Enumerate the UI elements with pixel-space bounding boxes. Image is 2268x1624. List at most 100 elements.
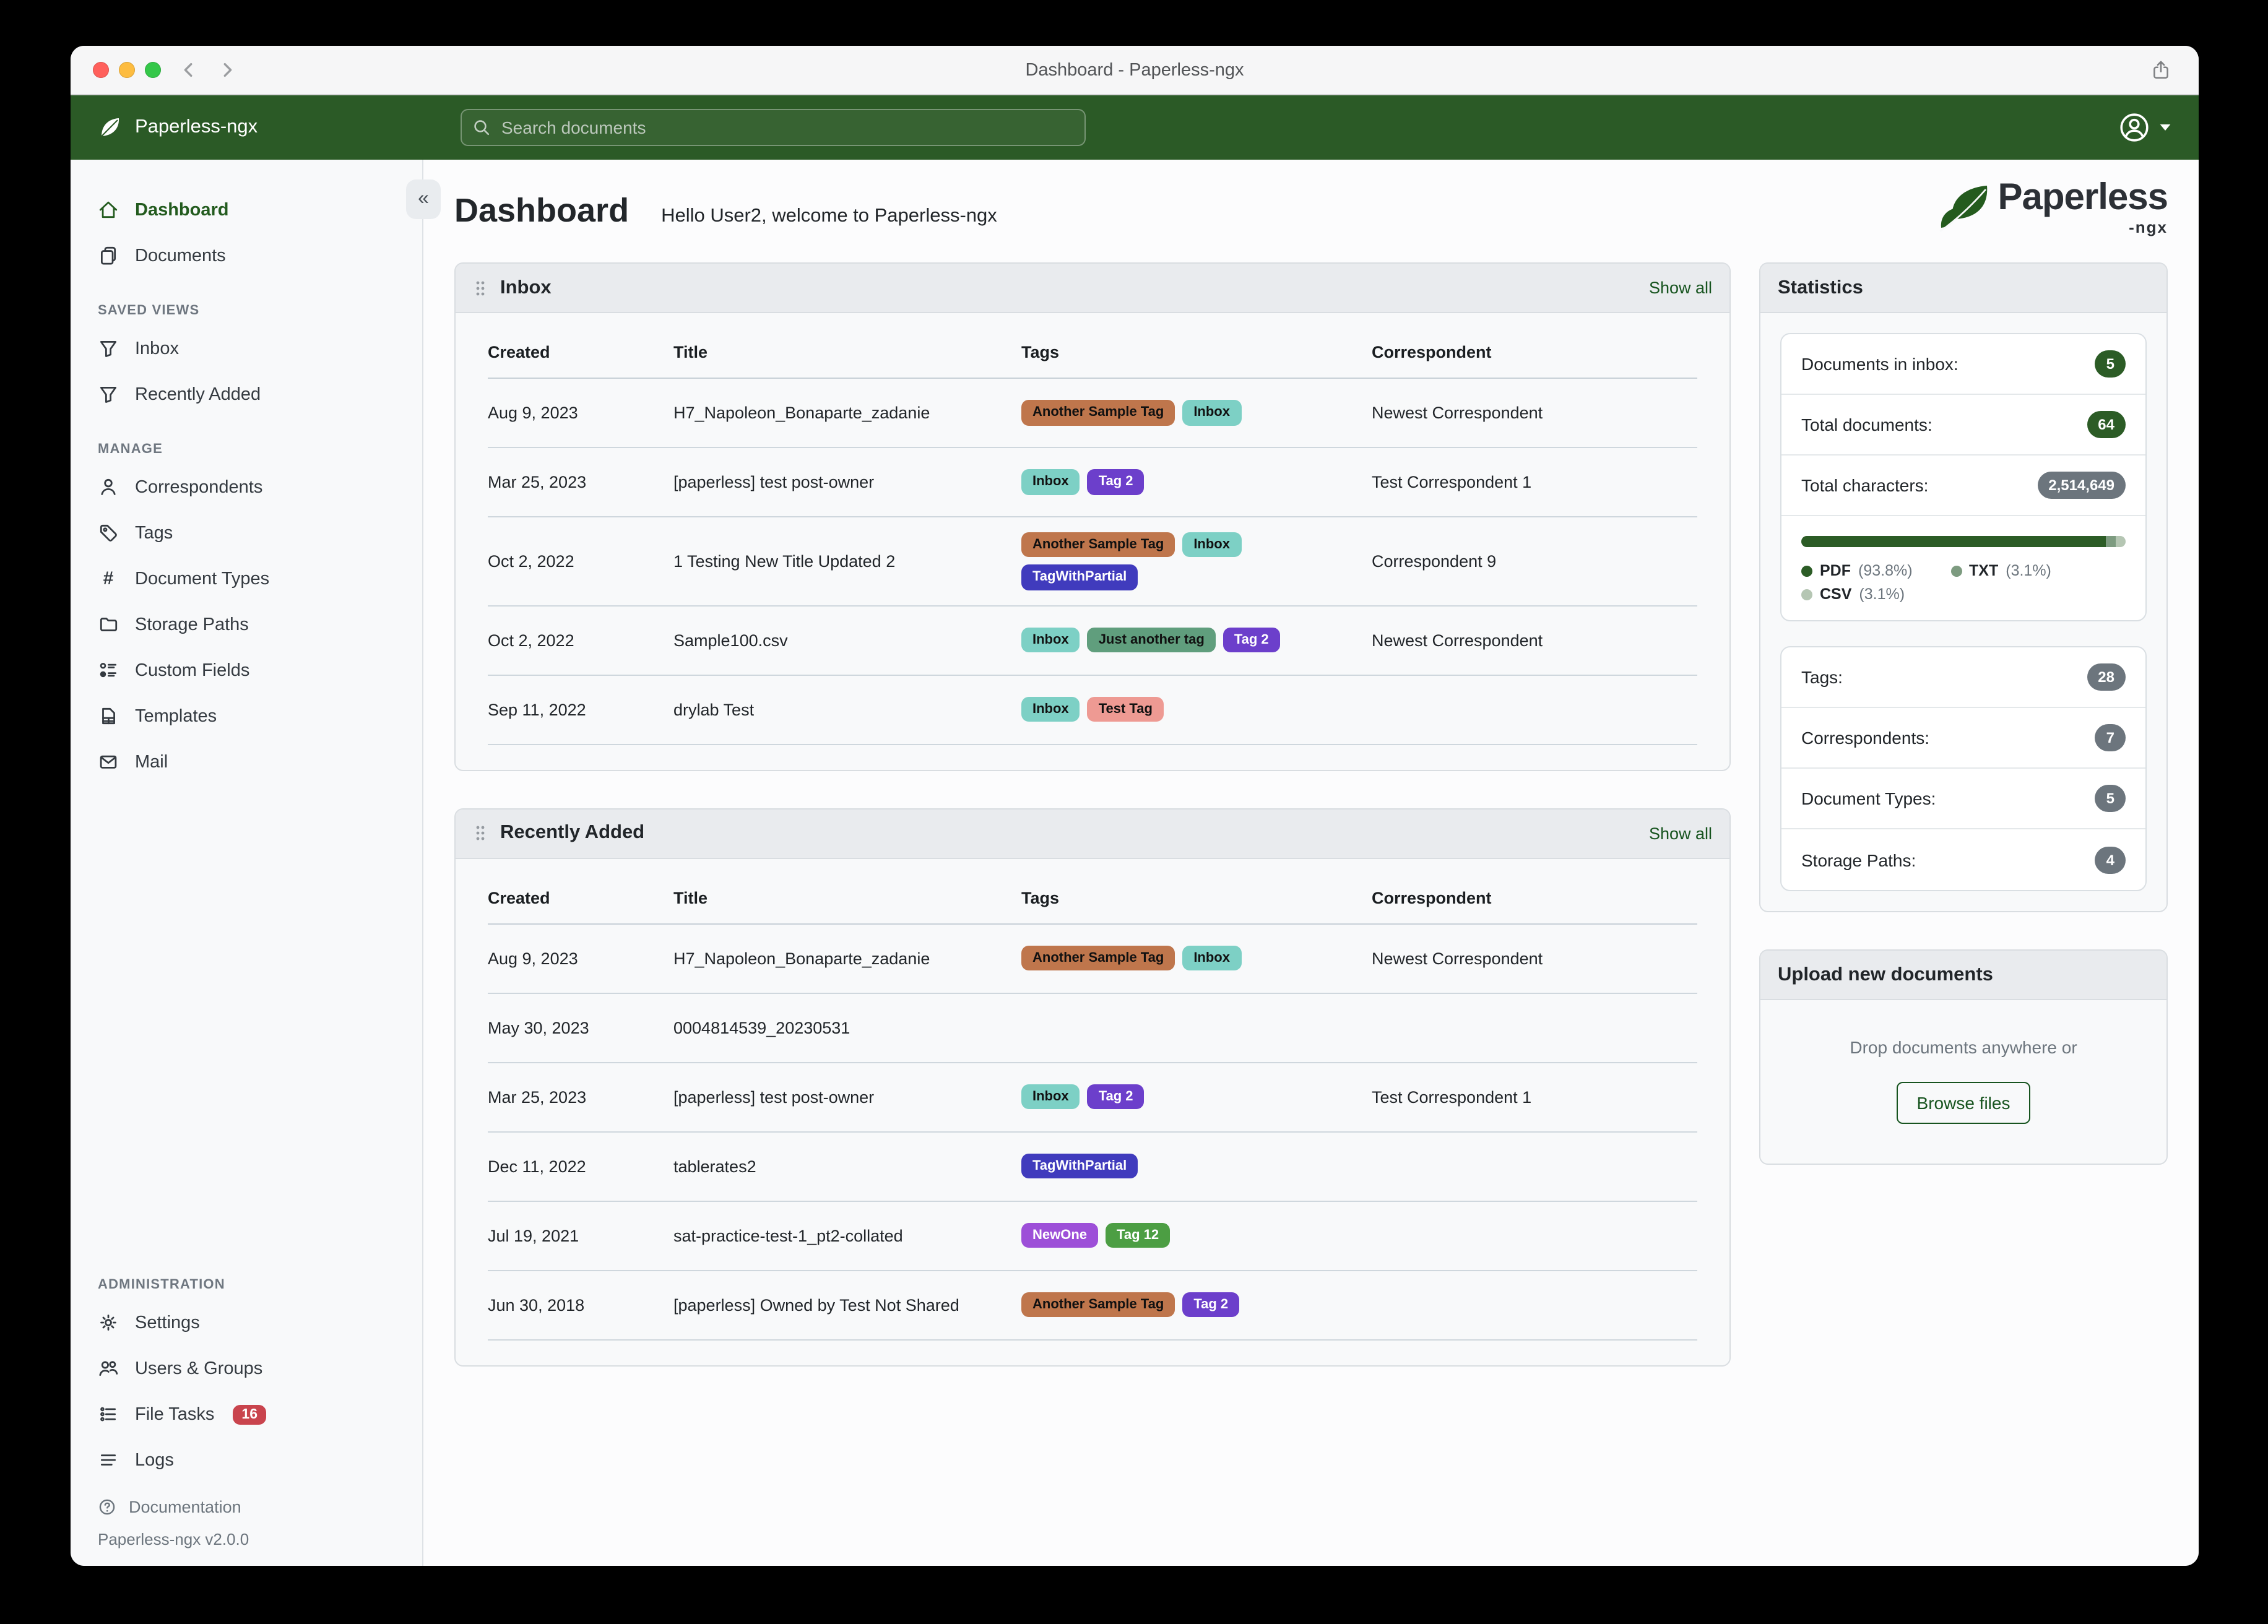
cell-title[interactable]: [paperless] test post-owner xyxy=(673,473,875,491)
gear-icon xyxy=(98,1312,119,1333)
minimize-window-button[interactable] xyxy=(119,62,135,78)
sidebar-item-recently-added[interactable]: Recently Added xyxy=(71,371,422,417)
tag-pill-another-sample-tag[interactable]: Another Sample Tag xyxy=(1021,945,1175,971)
tag-pill-tag-2[interactable]: Tag 2 xyxy=(1087,469,1145,495)
browse-files-button[interactable]: Browse files xyxy=(1897,1082,2030,1124)
sidebar-item-custom-fields[interactable]: Custom Fields xyxy=(71,647,422,693)
upload-dropzone[interactable]: Drop documents anywhere or Browse files xyxy=(1760,1000,2166,1164)
person-icon xyxy=(98,477,119,498)
tag-pill-just-another-tag[interactable]: Just another tag xyxy=(1087,627,1216,653)
tag-pill-another-sample-tag[interactable]: Another Sample Tag xyxy=(1021,1292,1175,1318)
column-header-created: Created xyxy=(488,343,550,361)
cell-correspondent[interactable]: Test Correspondent 1 xyxy=(1372,1087,1532,1107)
share-icon[interactable] xyxy=(2150,59,2171,80)
cell-tags: Inbox Tag 2 xyxy=(1021,1084,1372,1110)
tag-pill-inbox[interactable]: Inbox xyxy=(1182,945,1241,971)
cell-title[interactable]: Sample100.csv xyxy=(673,631,788,650)
tag-pill-inbox[interactable]: Inbox xyxy=(1021,469,1080,495)
upload-header: Upload new documents xyxy=(1760,951,2166,1000)
table-row[interactable]: Jul 19, 2021 sat-practice-test-1_pt2-coll… xyxy=(488,1201,1697,1271)
cell-correspondent[interactable]: Newest Correspondent xyxy=(1372,631,1543,650)
sidebar-item-label: Mail xyxy=(135,752,168,772)
sidebar-item-mail[interactable]: Mail xyxy=(71,739,422,785)
cell-title[interactable]: 1 Testing New Title Updated 2 xyxy=(673,551,896,571)
app-window: Dashboard - Paperless-ngx Paperless-ngx … xyxy=(71,46,2199,1566)
stat-value-badge: 4 xyxy=(2095,846,2126,873)
cell-correspondent[interactable]: Newest Correspondent xyxy=(1372,404,1543,422)
tag-pill-tag-12[interactable]: Tag 12 xyxy=(1106,1222,1171,1248)
tag-pill-inbox[interactable]: Inbox xyxy=(1021,696,1080,722)
tag-pill-test-tag[interactable]: Test Tag xyxy=(1087,696,1164,722)
logo-word: Paperless xyxy=(1997,177,2168,218)
table-row[interactable]: Mar 25, 2023 [paperless] test post-owner I… xyxy=(488,1063,1697,1133)
tag-pill-inbox[interactable]: Inbox xyxy=(1182,532,1241,558)
tag-pill-inbox[interactable]: Inbox xyxy=(1021,1084,1080,1110)
table-row[interactable]: Sep 11, 2022 drylab Test Inbox Test Tag xyxy=(488,675,1697,745)
sidebar-item-dashboard[interactable]: Dashboard xyxy=(71,187,422,233)
cell-correspondent[interactable]: Correspondent 9 xyxy=(1372,551,1497,571)
cell-title[interactable]: 0004814539_20230531 xyxy=(673,1018,850,1037)
table-row[interactable]: Dec 11, 2022 tablerates2 TagWithPartial xyxy=(488,1132,1697,1202)
sidebar-item-templates[interactable]: Templates xyxy=(71,693,422,739)
cell-title[interactable]: sat-practice-test-1_pt2-collated xyxy=(673,1226,903,1245)
sidebar-item-file-tasks[interactable]: File Tasks 16 xyxy=(71,1391,422,1437)
drag-handle-icon[interactable] xyxy=(473,823,488,843)
inbox-show-all-link[interactable]: Show all xyxy=(1648,279,1712,297)
documentation-link[interactable]: Documentation xyxy=(71,1488,422,1525)
bar-segment-txt xyxy=(2105,536,2116,547)
table-row[interactable]: May 30, 2023 0004814539_20230531 xyxy=(488,993,1697,1063)
tag-pill-tag-2[interactable]: Tag 2 xyxy=(1223,627,1280,653)
table-row[interactable]: Aug 9, 2023 H7_Napoleon_Bonaparte_zadanie… xyxy=(488,379,1697,448)
sidebar-item-inbox[interactable]: Inbox xyxy=(71,326,422,371)
cell-title[interactable]: drylab Test xyxy=(673,700,755,719)
tag-pill-tagwithpartial[interactable]: TagWithPartial xyxy=(1021,1153,1138,1179)
zoom-window-button[interactable] xyxy=(145,62,161,78)
tag-pill-another-sample-tag[interactable]: Another Sample Tag xyxy=(1021,532,1175,558)
tag-pill-inbox[interactable]: Inbox xyxy=(1182,400,1241,426)
cell-title[interactable]: H7_Napoleon_Bonaparte_zadanie xyxy=(673,404,930,422)
sidebar-item-tags[interactable]: Tags xyxy=(71,510,422,556)
forward-icon[interactable] xyxy=(218,61,236,79)
table-row[interactable]: Aug 9, 2023 H7_Napoleon_Bonaparte_zadanie… xyxy=(488,924,1697,994)
brand[interactable]: Paperless-ngx xyxy=(98,115,258,140)
user-menu[interactable] xyxy=(2118,111,2171,144)
cell-title[interactable]: [paperless] test post-owner xyxy=(673,1087,875,1107)
cell-created: Oct 2, 2022 xyxy=(488,631,574,650)
back-icon[interactable] xyxy=(180,61,198,79)
sidebar-item-storage-paths[interactable]: Storage Paths xyxy=(71,602,422,647)
search-input[interactable] xyxy=(461,109,1086,146)
sidebar-item-label: Inbox xyxy=(135,339,179,358)
recent-show-all-link[interactable]: Show all xyxy=(1648,824,1712,843)
funnel-icon xyxy=(98,338,119,359)
table-header-row: Created Title Tags Correspondent xyxy=(488,313,1697,379)
collapse-sidebar-button[interactable]: « xyxy=(406,179,441,219)
tag-pill-tagwithpartial[interactable]: TagWithPartial xyxy=(1021,564,1138,590)
table-row[interactable]: Mar 25, 2023 [paperless] test post-owner I… xyxy=(488,448,1697,517)
tag-pill-another-sample-tag[interactable]: Another Sample Tag xyxy=(1021,400,1175,426)
tag-pill-newone[interactable]: NewOne xyxy=(1021,1222,1099,1248)
sidebar-item-document-types[interactable]: # Document Types xyxy=(71,556,422,602)
table-row[interactable]: Jun 30, 2018 [paperless] Owned by Test No… xyxy=(488,1271,1697,1341)
legend-label: TXT xyxy=(1969,562,1999,579)
drag-handle-icon[interactable] xyxy=(473,278,488,298)
cell-correspondent[interactable]: Test Correspondent 1 xyxy=(1372,473,1532,491)
tag-pill-tag-2[interactable]: Tag 2 xyxy=(1087,1084,1145,1110)
sidebar-item-correspondents[interactable]: Correspondents xyxy=(71,464,422,510)
table-row[interactable]: Oct 2, 2022 Sample100.csv Inbox Just anothe… xyxy=(488,606,1697,676)
tag-pill-tag-2[interactable]: Tag 2 xyxy=(1182,1292,1240,1318)
cell-title[interactable]: tablerates2 xyxy=(673,1157,756,1176)
sidebar-item-logs[interactable]: Logs xyxy=(71,1437,422,1483)
cell-correspondent[interactable]: Newest Correspondent xyxy=(1372,949,1543,968)
sidebar-item-settings[interactable]: Settings xyxy=(71,1300,422,1345)
legend-item-pdf: PDF (93.8%) xyxy=(1801,562,1950,579)
table-row[interactable]: Oct 2, 2022 1 Testing New Title Updated 2… xyxy=(488,517,1697,607)
sidebar-item-label: Storage Paths xyxy=(135,615,249,634)
sidebar-item-documents[interactable]: Documents xyxy=(71,233,422,279)
stat-label: Document Types: xyxy=(1801,788,1936,808)
sidebar-item-users-groups[interactable]: Users & Groups xyxy=(71,1345,422,1391)
cell-title[interactable]: [paperless] Owned by Test Not Shared xyxy=(673,1295,959,1315)
tag-pill-inbox[interactable]: Inbox xyxy=(1021,627,1080,653)
close-window-button[interactable] xyxy=(93,62,109,78)
stat-row-tags: Tags: 28 xyxy=(1781,647,2145,708)
cell-title[interactable]: H7_Napoleon_Bonaparte_zadanie xyxy=(673,949,930,968)
